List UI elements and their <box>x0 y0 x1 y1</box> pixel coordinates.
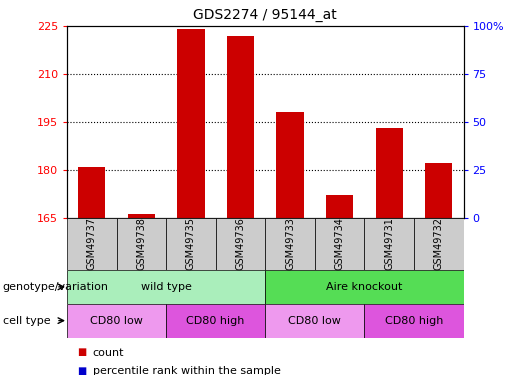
Text: wild type: wild type <box>141 282 192 292</box>
Bar <box>365 217 414 270</box>
Text: GSM49731: GSM49731 <box>384 217 394 270</box>
Bar <box>78 166 106 218</box>
Bar <box>414 217 464 270</box>
Bar <box>315 217 365 270</box>
Title: GDS2274 / 95144_at: GDS2274 / 95144_at <box>193 9 337 22</box>
Bar <box>326 195 353 217</box>
Text: GSM49734: GSM49734 <box>335 217 345 270</box>
Bar <box>265 270 464 304</box>
Bar <box>116 217 166 270</box>
Text: cell type: cell type <box>3 316 50 326</box>
Text: genotype/variation: genotype/variation <box>3 282 109 292</box>
Text: GSM49733: GSM49733 <box>285 217 295 270</box>
Text: Aire knockout: Aire knockout <box>326 282 403 292</box>
Text: CD80 high: CD80 high <box>186 316 245 326</box>
Text: CD80 low: CD80 low <box>90 316 143 326</box>
Bar <box>365 304 464 338</box>
Text: GSM49732: GSM49732 <box>434 217 444 270</box>
Bar <box>67 304 166 338</box>
Bar <box>425 164 452 218</box>
Text: ■: ■ <box>77 366 87 375</box>
Text: ■: ■ <box>77 348 87 357</box>
Bar <box>67 270 265 304</box>
Text: CD80 low: CD80 low <box>288 316 341 326</box>
Bar <box>166 217 216 270</box>
Text: percentile rank within the sample: percentile rank within the sample <box>93 366 281 375</box>
Text: GSM49737: GSM49737 <box>87 217 97 270</box>
Text: count: count <box>93 348 124 357</box>
Bar <box>277 112 304 218</box>
Bar <box>265 217 315 270</box>
Bar <box>227 36 254 218</box>
Bar <box>128 214 155 217</box>
Text: GSM49736: GSM49736 <box>235 217 246 270</box>
Bar <box>265 304 365 338</box>
Text: CD80 high: CD80 high <box>385 316 443 326</box>
Bar <box>375 128 403 217</box>
Text: GSM49738: GSM49738 <box>136 217 146 270</box>
Bar <box>166 304 265 338</box>
Bar <box>216 217 265 270</box>
Bar <box>67 217 116 270</box>
Text: GSM49735: GSM49735 <box>186 217 196 270</box>
Bar <box>177 30 204 218</box>
